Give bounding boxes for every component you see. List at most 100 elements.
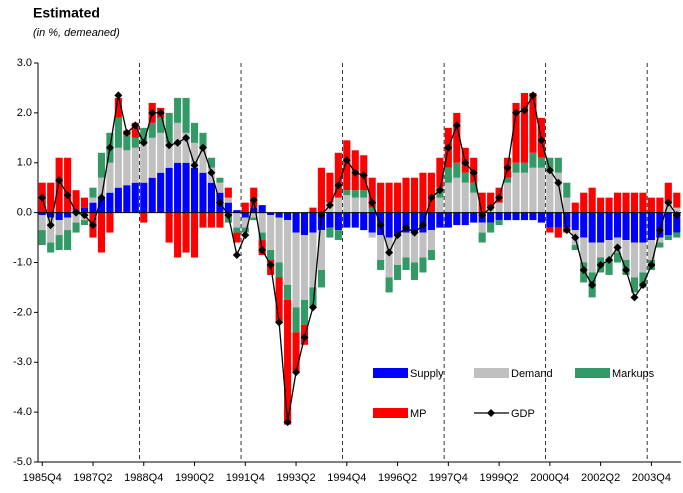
bar xyxy=(64,212,72,218)
bar xyxy=(394,235,402,265)
bar xyxy=(529,212,537,221)
bar xyxy=(377,260,385,270)
bar xyxy=(664,202,672,213)
line-marker xyxy=(605,256,614,265)
bar xyxy=(292,232,300,308)
line xyxy=(41,93,678,423)
legend-swatch xyxy=(474,368,509,378)
bar xyxy=(385,182,393,213)
bar xyxy=(580,212,588,238)
line-marker xyxy=(554,178,563,187)
bar xyxy=(529,167,537,213)
line-marker xyxy=(190,161,199,170)
x-tick-label: 1988Q4 xyxy=(124,472,163,484)
bar xyxy=(630,192,639,213)
line-marker xyxy=(469,168,478,177)
bar xyxy=(317,167,325,213)
line-marker xyxy=(427,193,436,202)
bar xyxy=(275,212,283,218)
line-marker xyxy=(630,293,639,302)
bar xyxy=(453,212,461,226)
bar xyxy=(190,212,199,258)
bar xyxy=(427,230,435,251)
line-marker xyxy=(545,166,554,175)
bar xyxy=(394,212,402,236)
bar xyxy=(360,197,368,213)
bar xyxy=(284,220,292,285)
line-marker xyxy=(165,141,174,150)
line-marker xyxy=(139,138,148,147)
bar xyxy=(613,192,622,213)
bar xyxy=(377,235,385,261)
bar xyxy=(182,162,190,213)
y-tick-label: 3.0 xyxy=(17,57,32,69)
line-marker xyxy=(156,108,165,117)
bar xyxy=(546,157,554,173)
bar xyxy=(267,212,275,216)
line-marker xyxy=(452,121,461,130)
chart-subtitle: (in %, demeaned) xyxy=(33,27,120,39)
legend-swatch xyxy=(373,408,408,418)
bar xyxy=(563,197,571,213)
bar xyxy=(284,299,292,425)
bar xyxy=(284,284,292,300)
bar xyxy=(343,195,351,213)
bar xyxy=(571,202,579,213)
bar xyxy=(140,212,148,223)
bar xyxy=(377,182,385,213)
bar xyxy=(165,112,173,143)
bar xyxy=(97,212,106,253)
bar xyxy=(174,212,182,258)
line-marker xyxy=(486,203,495,212)
bar xyxy=(317,230,325,270)
bar xyxy=(114,97,122,118)
bar xyxy=(588,187,596,213)
y-tick-label: -2.0 xyxy=(13,306,32,318)
y-tick-label: 2.0 xyxy=(17,107,32,119)
line-marker xyxy=(207,168,216,177)
line-marker xyxy=(275,318,284,327)
bar xyxy=(343,212,351,228)
bar xyxy=(597,242,605,258)
bar xyxy=(233,227,241,233)
bar xyxy=(453,177,461,213)
bar xyxy=(300,235,309,300)
line-marker xyxy=(241,231,250,240)
bar xyxy=(647,212,655,241)
line-marker xyxy=(444,143,453,152)
bar xyxy=(258,212,266,233)
x-tick-label: 1996Q2 xyxy=(378,472,417,484)
legend-swatch xyxy=(373,368,408,378)
x-tick-label: 1997Q4 xyxy=(429,472,468,484)
bar xyxy=(673,232,681,238)
bar xyxy=(664,235,672,241)
bar xyxy=(368,232,376,238)
bar xyxy=(673,192,681,208)
bar xyxy=(275,277,283,323)
line-marker xyxy=(63,191,72,200)
x-tick-label: 1994Q4 xyxy=(327,472,366,484)
bar xyxy=(529,92,537,153)
bar xyxy=(233,232,241,243)
bar xyxy=(233,212,241,228)
bar xyxy=(199,212,207,228)
line-marker xyxy=(418,221,427,230)
bar xyxy=(605,240,613,261)
bar xyxy=(165,212,173,243)
bar xyxy=(639,212,647,243)
line-marker xyxy=(131,121,140,130)
bar xyxy=(512,102,520,163)
bar xyxy=(89,187,97,198)
bar xyxy=(673,212,681,233)
bar xyxy=(131,182,139,213)
legend-swatch xyxy=(575,368,610,378)
bar xyxy=(123,185,131,213)
bar xyxy=(47,217,55,243)
bar xyxy=(224,202,232,213)
line-marker xyxy=(283,418,292,427)
bar xyxy=(157,132,165,173)
bar xyxy=(97,152,106,178)
line-marker xyxy=(342,156,351,165)
bar xyxy=(55,235,63,251)
bar xyxy=(190,122,199,143)
